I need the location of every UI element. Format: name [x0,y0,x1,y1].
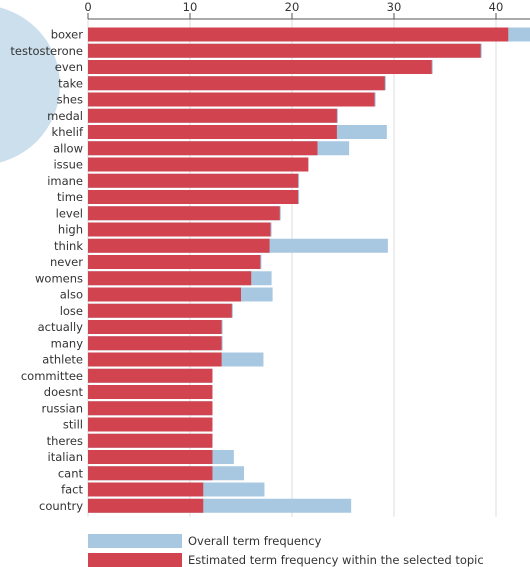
term-label-imane[interactable]: imane [47,174,83,188]
topic-frequency-bar-still[interactable] [88,417,213,432]
term-label-lose[interactable]: lose [60,304,83,318]
term-label-think[interactable]: think [54,239,83,253]
topic-frequency-bar-boxer[interactable] [88,27,509,42]
term-label-actually[interactable]: actually [38,320,84,334]
term-label-fact[interactable]: fact [61,483,83,497]
term-label-boxer[interactable]: boxer [51,28,84,42]
topic-frequency-bar-think[interactable] [88,238,270,253]
x-tick-label: 10 [183,0,198,14]
topic-frequency-bar-issue[interactable] [88,157,309,172]
term-label-italian[interactable]: italian [48,450,83,464]
topic-frequency-bar-athlete[interactable] [88,352,222,367]
legend-swatch-overall [88,534,182,548]
topic-frequency-bar-shes[interactable] [88,92,375,107]
term-label-take[interactable]: take [58,76,83,90]
topic-frequency-bar-theres[interactable] [88,433,213,448]
topic-frequency-bar-allow[interactable] [88,141,318,156]
term-label-athlete[interactable]: athlete [42,353,83,367]
term-label-shes[interactable]: shes [57,93,83,107]
topic-frequency-bar-medal[interactable] [88,108,337,123]
term-label-russian[interactable]: russian [41,401,83,415]
term-label-medal[interactable]: medal [47,109,83,123]
term-label-high[interactable]: high [58,223,83,237]
topic-frequency-bar-many[interactable] [88,336,222,351]
term-label-womens[interactable]: womens [35,271,83,285]
term-label-issue[interactable]: issue [53,158,83,172]
term-label-still[interactable]: still [63,418,83,432]
topic-frequency-bar-lose[interactable] [88,303,232,318]
topic-frequency-bar-also[interactable] [88,287,241,302]
term-label-testosterone[interactable]: testosterone [10,44,83,58]
topic-frequency-bar-never[interactable] [88,255,261,269]
topic-frequency-bar-high[interactable] [88,222,271,237]
term-label-time[interactable]: time [57,190,83,204]
x-tick-label: 30 [387,0,402,14]
topic-frequency-bar-take[interactable] [88,76,385,91]
term-label-level[interactable]: level [56,206,83,220]
legend-label-overall: Overall term frequency [188,534,322,548]
topic-frequency-bar-level[interactable] [88,206,280,221]
term-label-country[interactable]: country [39,499,83,513]
term-label-even[interactable]: even [55,60,83,74]
topic-bubble [0,7,60,163]
topic-frequency-bar-imane[interactable] [88,173,299,188]
term-label-doesnt[interactable]: doesnt [44,385,84,399]
topic-frequency-bar-time[interactable] [88,190,299,204]
topic-frequency-bar-committee[interactable] [88,368,213,383]
term-label-also[interactable]: also [60,288,83,302]
topic-frequency-bar-italian[interactable] [88,450,213,464]
legend-swatch-topic [88,553,182,567]
legend-label-topic: Estimated term frequency within the sele… [188,553,484,567]
term-labels: boxer testosterone even take shes medal khelif… [10,28,84,513]
term-label-many[interactable]: many [51,336,84,350]
topic-frequency-bar-khelif[interactable] [88,125,337,139]
topic-bubble-layer [0,7,60,163]
x-axis-ticks: 0 10 20 30 40 [84,0,530,20]
topic-frequency-bar-doesnt[interactable] [88,385,213,399]
term-label-theres[interactable]: theres [47,434,83,448]
topic-frequency-bar-russian[interactable] [88,401,213,416]
term-label-cant[interactable]: cant [58,466,84,480]
legend: Overall term frequency Estimated term fre… [88,534,484,567]
bars-layer [88,27,530,513]
topic-frequency-bar-testosterone[interactable] [88,43,481,58]
term-label-committee[interactable]: committee [21,369,83,383]
x-tick-label: 0 [84,0,91,14]
term-label-khelif[interactable]: khelif [52,125,84,139]
topic-frequency-bar-cant[interactable] [88,466,213,481]
x-tick-label: 20 [285,0,300,14]
topic-frequency-bar-fact[interactable] [88,482,204,497]
term-label-never[interactable]: never [50,255,83,269]
topic-frequency-bar-womens[interactable] [88,271,252,286]
topic-frequency-bar-actually[interactable] [88,320,222,334]
term-label-allow[interactable]: allow [53,141,83,155]
x-tick-label: 40 [489,0,504,14]
topic-frequency-bar-even[interactable] [88,60,432,74]
topic-frequency-bar-country[interactable] [88,498,204,513]
